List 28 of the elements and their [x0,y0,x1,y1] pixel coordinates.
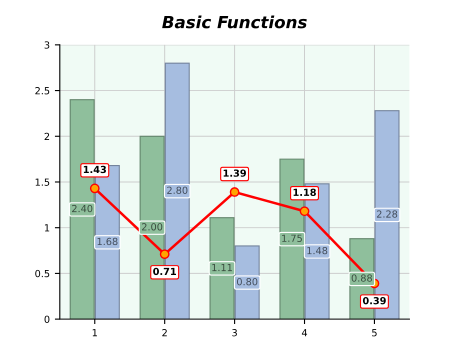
data-label: 1.68 [98,238,118,246]
x-tick-label: 3 [232,329,237,336]
data-label: 0.71 [153,268,176,276]
data-label: 1.11 [212,264,232,272]
y-tick-label: 2.5 [35,87,50,94]
y-tick-label: 3 [44,41,50,49]
data-label: 1.18 [294,188,316,196]
y-tick-label: 2 [44,132,50,140]
data-label: 0.88 [352,274,372,282]
data-label: 2.80 [167,186,188,194]
data-label: 2.28 [376,210,398,218]
data-label: 1.48 [307,246,328,254]
chart-title: Basic Functions [162,16,307,28]
x-tick-label: 1 [92,329,97,336]
data-label: 1.43 [84,166,106,174]
y-tick-label: 0.5 [35,270,50,278]
data-label: 2.40 [72,204,92,212]
y-tick-label: 1 [44,224,50,232]
data-label: 0.39 [362,296,386,304]
x-tick-label: 4 [302,329,308,336]
x-tick-label: 2 [162,329,167,336]
data-label: 0.80 [237,278,258,286]
data-label: 1.39 [224,169,246,177]
x-tick-label: 5 [372,329,377,336]
data-label: 2.00 [142,223,162,231]
data-label: 1.75 [282,234,302,242]
y-tick-label: 1.5 [36,178,50,186]
y-tick-label: 0 [44,316,50,323]
